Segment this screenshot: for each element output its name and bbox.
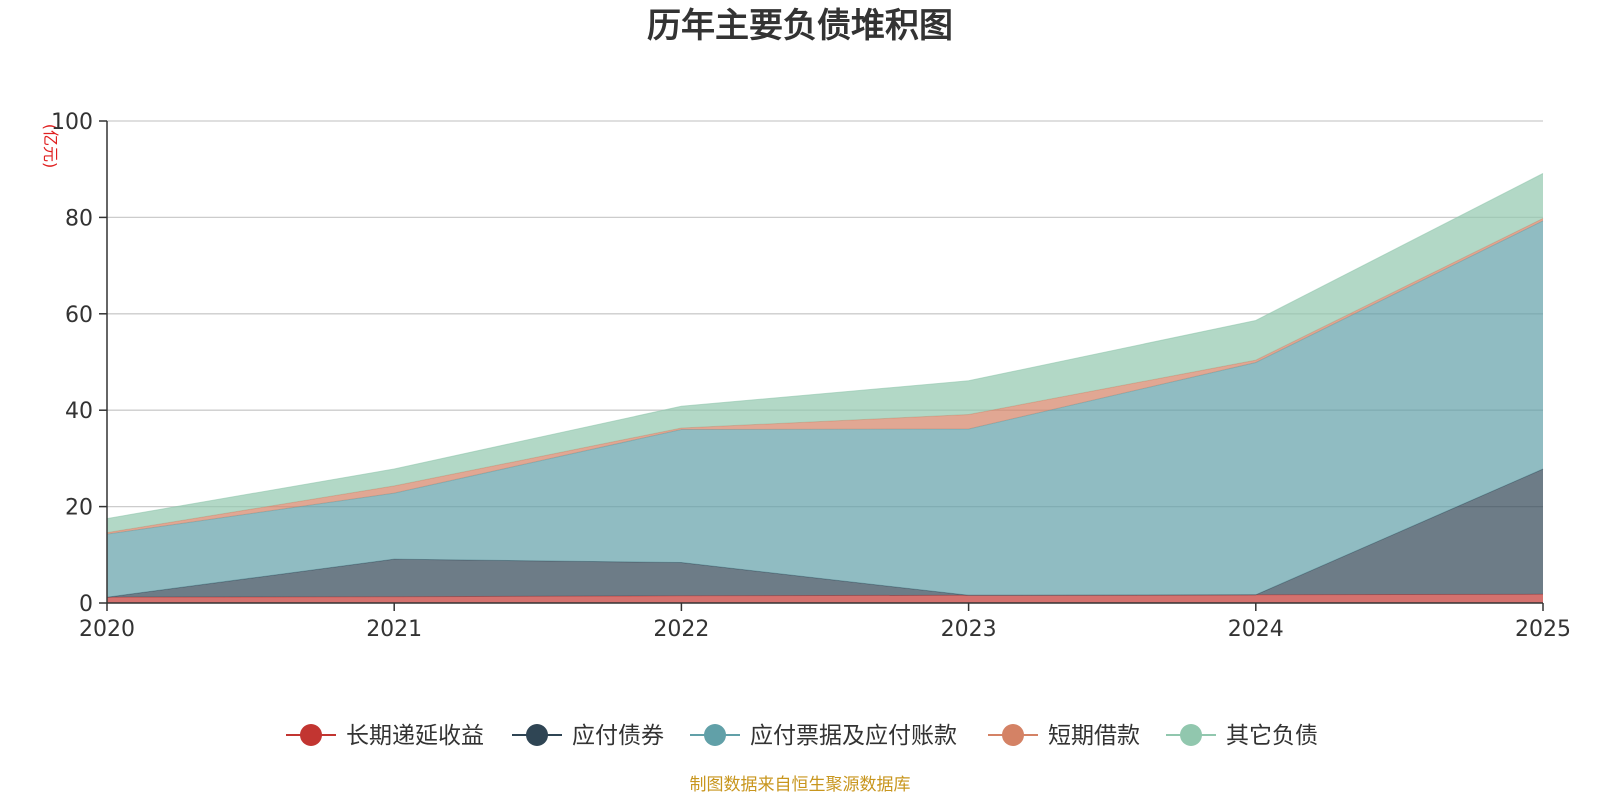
y-tick-label: 60 — [65, 303, 93, 328]
area-series-2[interactable] — [107, 220, 1543, 598]
y-tick-label: 40 — [65, 399, 93, 424]
legend-label: 短期借款 — [1048, 723, 1140, 749]
source-note: 制图数据来自恒生聚源数据库 — [690, 775, 911, 795]
x-tick-label: 2022 — [653, 617, 709, 642]
legend-item-0[interactable]: 长期递延收益 — [286, 723, 484, 749]
y-tick-label: 100 — [51, 110, 93, 135]
legend-label: 应付债券 — [572, 723, 664, 749]
legend-item-4[interactable]: 其它负债 — [1166, 723, 1318, 749]
legend-label: 长期递延收益 — [346, 723, 484, 749]
y-tick-label: 80 — [65, 206, 93, 231]
legend-label: 其它负债 — [1226, 723, 1318, 749]
legend-item-3[interactable]: 短期借款 — [988, 723, 1140, 749]
x-tick-label: 2021 — [366, 617, 422, 642]
legend-label: 应付票据及应付账款 — [750, 723, 957, 749]
legend-marker — [1002, 724, 1024, 746]
legend-marker — [526, 724, 548, 746]
area-series-edge-4 — [106, 173, 1544, 520]
x-tick-label: 2025 — [1515, 617, 1571, 642]
legend-item-2[interactable]: 应付票据及应付账款 — [690, 723, 957, 749]
legend-marker — [1180, 724, 1202, 746]
y-axis-unit-label: (亿元) — [41, 124, 60, 169]
y-tick-label: 0 — [79, 592, 93, 617]
area-series-4[interactable] — [107, 173, 1543, 533]
x-tick-label: 2020 — [79, 617, 135, 642]
legend-marker — [300, 724, 322, 746]
y-tick-label: 20 — [65, 496, 93, 521]
legend: 长期递延收益 应付债券 应付票据及应付账款 短期借款 其它负债 — [286, 723, 1318, 749]
x-tick-label: 2023 — [941, 617, 997, 642]
axes: 0 20 40 60 80 100 2020 2021 2022 2023 2024 2025 — [51, 110, 1571, 642]
area-series — [106, 173, 1544, 603]
chart-title: 历年主要负债堆积图 — [647, 6, 953, 46]
area-series-1[interactable] — [107, 469, 1543, 598]
area-series-0[interactable] — [107, 594, 1543, 603]
legend-item-1[interactable]: 应付债券 — [512, 723, 664, 749]
legend-marker — [704, 724, 726, 746]
x-tick-label: 2024 — [1228, 617, 1284, 642]
